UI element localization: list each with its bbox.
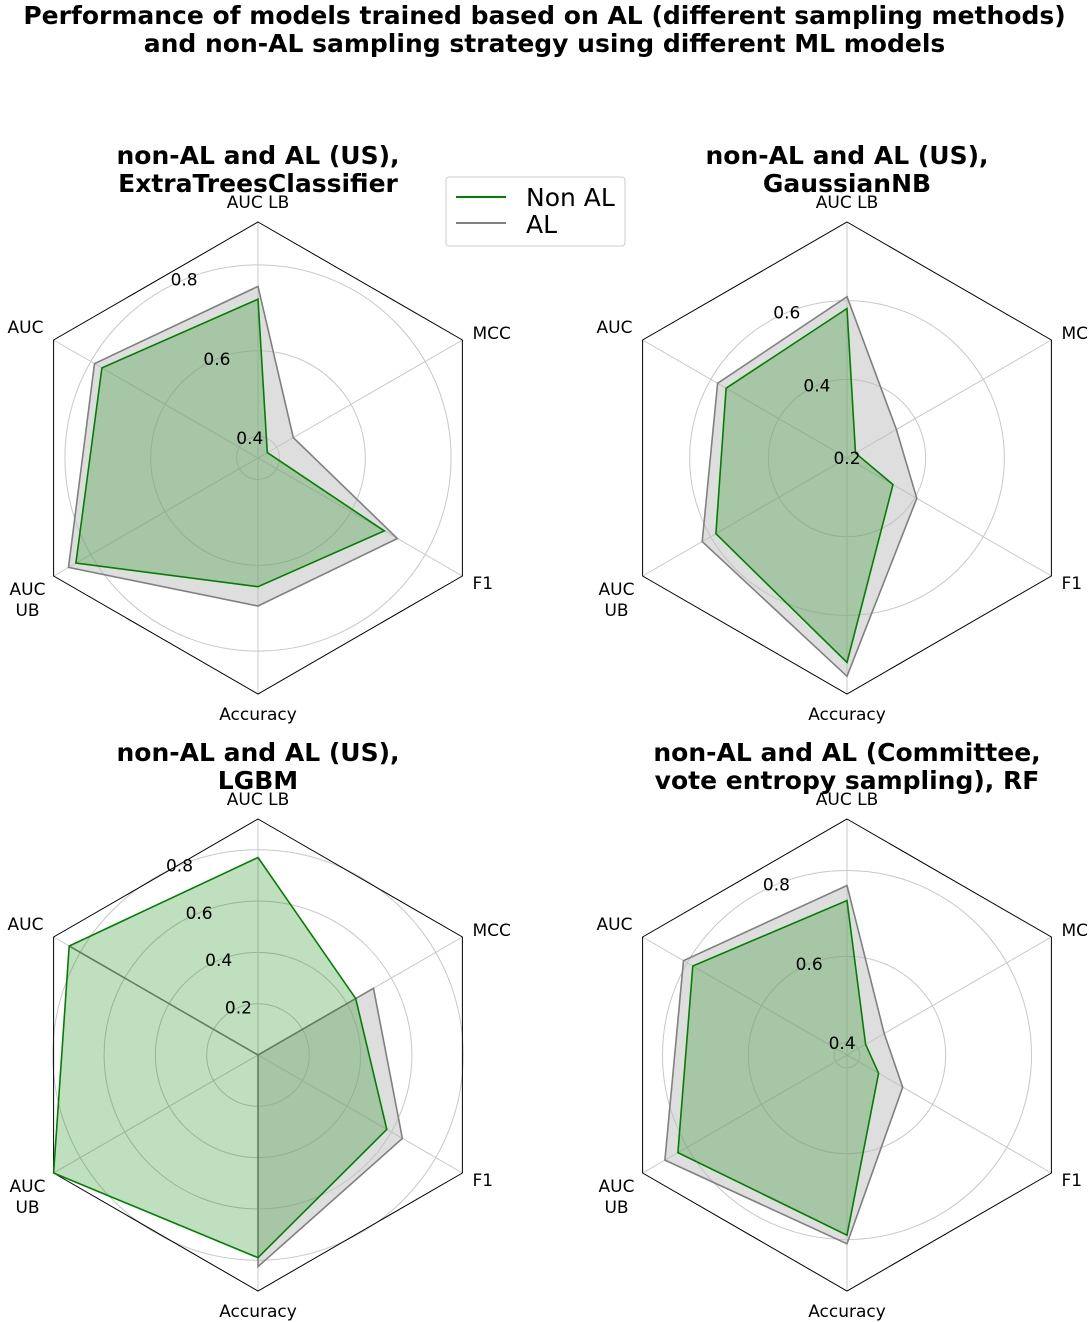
r-tick-label-2: 0.4 [205, 951, 232, 971]
r-tick-label-3: 0.6 [773, 304, 800, 324]
panel-title-line-2: LGBM [218, 766, 298, 795]
panel-title-line-1: non-AL and AL (US), [705, 141, 988, 170]
radar-panel-1: non-AL and AL (US),ExtraTreesClassifier 0… [8, 141, 511, 725]
figure-title-line-1: Performance of models trained based on A… [23, 1, 1066, 30]
axis-label-accuracy: Accuracy [808, 1302, 886, 1322]
axis-label-auc: AUC [597, 915, 633, 935]
axis-label-auc-ub-line-2: UB [604, 601, 628, 621]
axis-label-auc: AUC [8, 318, 44, 338]
r-tick-label-1: 0.2 [833, 449, 860, 469]
axis-label-accuracy: Accuracy [808, 705, 886, 725]
axis-label-auc-ub-line-1: AUC [10, 580, 46, 600]
axis-label-f1: F1 [1062, 574, 1083, 594]
axis-label-f1: F1 [1062, 1171, 1083, 1191]
panel-title-line-2: ExtraTreesClassifier [118, 169, 398, 198]
axis-label-mcc: MCC [1062, 324, 1089, 344]
axis-label-auc-ub-line-1: AUC [10, 1177, 46, 1197]
panel-title-line-1: non-AL and AL (US), [116, 738, 399, 767]
series-non-al-polygon [52, 856, 388, 1259]
axis-label-auc: AUC [597, 318, 633, 338]
axis-label-auc-lb: AUC LB [227, 790, 289, 810]
r-tick-label-2: 0.4 [803, 376, 830, 396]
radar-frame [53, 818, 463, 1292]
figure-title-line-2: and non-AL sampling strategy using diffe… [143, 29, 946, 58]
legend: Non AL AL [445, 176, 626, 247]
axis-label-auc-ub-line-1: AUC [599, 580, 635, 600]
r-tick-label-4: 0.8 [166, 856, 193, 876]
series-al-polygon [67, 285, 399, 607]
r-tick-label-1: 0.4 [829, 1034, 856, 1054]
series-al-polygon [701, 295, 918, 678]
r-tick-label-1: 0.2 [225, 999, 252, 1019]
legend-label-non-al: Non AL [526, 183, 615, 212]
panel-title-line-2: vote entropy sampling), RF [655, 766, 1040, 795]
r-tick-label-3: 0.6 [186, 904, 213, 924]
radar-panel-4: non-AL and AL (Committee,vote entropy sa… [597, 738, 1089, 1322]
panel-title-line-1: non-AL and AL (Committee, [653, 738, 1040, 767]
r-tick-label-3: 0.8 [763, 876, 790, 896]
series-al-polygon [664, 884, 904, 1245]
series-non-al-polygon [677, 899, 880, 1237]
r-tick-label-2: 0.6 [796, 955, 823, 975]
axis-label-accuracy: Accuracy [219, 1302, 297, 1322]
r-tick-label-3: 0.8 [171, 271, 198, 291]
axis-label-f1: F1 [473, 1171, 494, 1191]
axis-label-mcc: MCC [1062, 921, 1089, 941]
axis-label-auc-lb: AUC LB [816, 193, 878, 213]
radar-panel-3: non-AL and AL (US),LGBM 0.2 0.4 0.6 0.8 AUC L… [8, 738, 511, 1322]
series-non-al-polygon [715, 307, 894, 665]
axis-label-mcc: MCC [473, 921, 511, 941]
axis-label-auc-lb: AUC LB [816, 790, 878, 810]
panel-title-line-1: non-AL and AL (US), [116, 141, 399, 170]
axis-label-auc-ub-line-2: UB [15, 1198, 39, 1218]
axis-label-mcc: MCC [473, 324, 511, 344]
radar-panel-2: non-AL and AL (US),GaussianNB 0.2 0.4 0.6 AU… [597, 141, 1089, 725]
panel-title-line-2: GaussianNB [763, 169, 931, 198]
axis-label-auc-lb: AUC LB [227, 193, 289, 213]
axis-label-accuracy: Accuracy [219, 705, 297, 725]
legend-label-al: AL [526, 210, 557, 239]
radar-frame [53, 221, 463, 695]
axis-label-auc-ub-line-2: UB [604, 1198, 628, 1218]
r-tick-label-2: 0.6 [203, 350, 230, 370]
axis-label-auc: AUC [8, 915, 44, 935]
axis-spoke-auc-ub [53, 1054, 259, 1174]
axis-label-auc-ub-line-1: AUC [599, 1177, 635, 1197]
radar-frame [642, 818, 1052, 1292]
radar-frame [642, 221, 1052, 695]
r-tick-label-1: 0.4 [236, 429, 263, 449]
series-non-al-polygon [75, 298, 386, 588]
axis-label-f1: F1 [473, 574, 494, 594]
figure-title: Performance of models trained based on A… [0, 2, 1089, 58]
axis-label-auc-ub-line-2: UB [15, 601, 39, 621]
legend-frame [445, 176, 626, 247]
